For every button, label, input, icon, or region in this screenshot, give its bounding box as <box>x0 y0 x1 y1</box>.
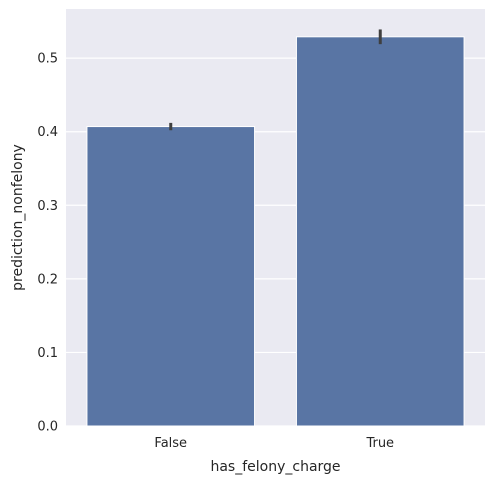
bar-true <box>295 36 465 427</box>
x-tick-label: False <box>154 436 187 451</box>
x-tick-label: True <box>365 436 394 451</box>
y-tick-label: 0.2 <box>37 272 58 287</box>
y-tick-labels: 0.0 0.1 0.2 0.3 0.4 0.5 <box>37 52 58 435</box>
x-tick-labels: False True <box>154 436 394 451</box>
error-bars <box>169 29 382 131</box>
y-tick-label: 0.0 <box>37 420 58 435</box>
x-axis-label: has_felony_charge <box>210 459 340 475</box>
y-tick-label: 0.3 <box>37 199 58 214</box>
y-tick-label: 0.1 <box>37 346 58 361</box>
y-tick-label: 0.5 <box>37 52 58 67</box>
bar-false <box>86 126 256 427</box>
y-axis-label: prediction_nonfelony <box>10 144 26 291</box>
bars <box>86 36 465 427</box>
y-tick-label: 0.4 <box>37 125 58 140</box>
